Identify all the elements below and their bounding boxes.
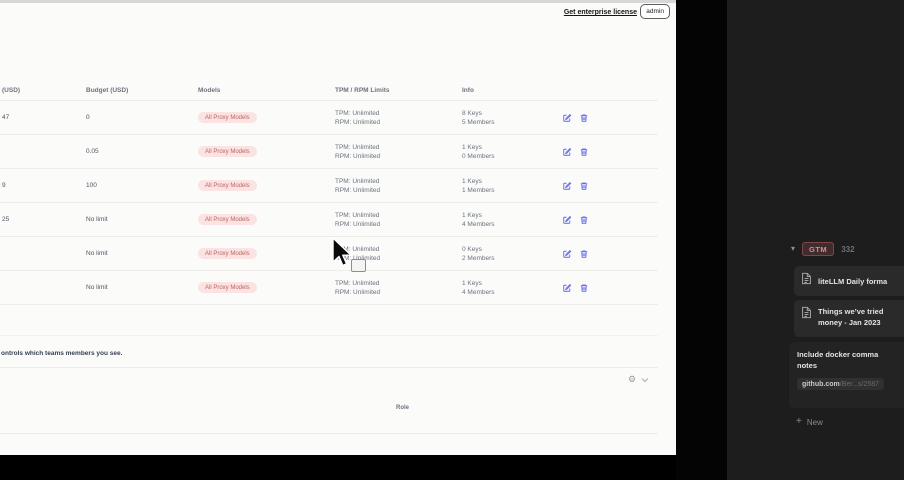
col-models: Models	[198, 86, 221, 94]
actions-cell	[560, 215, 658, 225]
spend-cell: 9	[2, 182, 6, 189]
models-badge: All Proxy Models	[198, 180, 257, 191]
new-label: New	[806, 417, 823, 427]
trash-icon[interactable]	[579, 113, 589, 123]
table-settings-controls: ⚙	[628, 370, 649, 388]
info-cell: 1 Keys 4 Members	[462, 211, 495, 228]
page-icon	[801, 306, 812, 337]
table-header-row: (USD) Budget (USD) Models TPM / RPM Limi…	[0, 80, 658, 100]
note-card[interactable]: Things we’ve tried money - Jan 2023	[794, 300, 904, 337]
edit-icon[interactable]	[562, 215, 572, 225]
admin-app-panel: Get enterprise license admin (USD) Budge…	[0, 0, 676, 455]
note-card[interactable]: Include docker comma notes github.com/Be…	[789, 342, 904, 408]
models-cell: All Proxy Models	[196, 180, 333, 191]
note-card-title: Include docker comma notes	[797, 350, 879, 370]
spend-cell: 25	[2, 216, 10, 223]
actions-cell	[560, 283, 658, 293]
role-column-header: Role	[396, 405, 410, 411]
gtm-tag: GTM	[802, 242, 835, 256]
table-row: 0.05 All Proxy Models TPM: Unlimited RPM:…	[0, 134, 658, 168]
models-cell: All Proxy Models	[196, 112, 333, 123]
models-badge: All Proxy Models	[198, 248, 257, 259]
link-path: /Ber...s/2587	[839, 380, 880, 388]
note-card[interactable]: liteLLM Daily forma	[794, 266, 904, 296]
budget-cell: 0	[86, 114, 90, 121]
trash-icon[interactable]	[579, 249, 589, 259]
col-info: Info	[462, 86, 474, 94]
section-divider	[0, 335, 658, 336]
models-badge: All Proxy Models	[198, 112, 257, 123]
budget-cell: 0.05	[86, 148, 99, 155]
table-row: No limit All Proxy Models TPM: Unlimited…	[0, 236, 658, 270]
github-link-pill: github.com/Ber...s/2587	[797, 378, 885, 390]
budget-cell: No limit	[86, 284, 108, 291]
info-cell: 1 Keys 0 Members	[462, 143, 495, 160]
edit-icon[interactable]	[562, 113, 572, 123]
info-cell: 8 Keys 5 Members	[462, 109, 495, 126]
models-cell: All Proxy Models	[196, 282, 333, 293]
group-count: 332	[841, 244, 855, 254]
limits-cell: TPM: Unlimited RPM: Unlimited	[335, 177, 381, 194]
col-spend: (USD)	[2, 86, 21, 94]
link-host: github.com	[802, 380, 840, 388]
chevron-down-icon[interactable]	[641, 370, 649, 388]
limits-cell: TPM: Unlimited RPM: Unlimited	[335, 245, 381, 262]
models-cell: All Proxy Models	[196, 146, 333, 157]
window-gap	[676, 0, 727, 480]
limits-cell: TPM: Unlimited RPM: Unlimited	[335, 211, 381, 228]
trash-icon[interactable]	[579, 283, 589, 293]
top-divider	[0, 0, 676, 3]
models-badge: All Proxy Models	[198, 282, 257, 293]
edit-icon[interactable]	[562, 147, 572, 157]
note-card-title: Things we’ve tried money - Jan 2023	[818, 307, 884, 327]
notes-side-panel: ▾ GTM 332 liteLLM Daily forma Things we’…	[727, 0, 904, 480]
info-cell: 1 Keys 1 Members	[462, 177, 495, 194]
col-budget: Budget (USD)	[86, 86, 129, 94]
models-badge: All Proxy Models	[198, 146, 257, 157]
models-cell: All Proxy Models	[196, 214, 333, 225]
budget-cell: No limit	[86, 216, 108, 223]
actions-cell	[560, 181, 658, 191]
col-limits: TPM / RPM Limits	[335, 86, 390, 94]
group-header: ▾ GTM 332	[791, 242, 855, 256]
actions-cell	[560, 113, 658, 123]
info-cell: 1 Keys 4 Members	[462, 279, 495, 296]
actions-cell	[560, 249, 658, 259]
limits-cell: TPM: Unlimited RPM: Unlimited	[335, 109, 381, 126]
triangle-down-icon[interactable]: ▾	[791, 244, 796, 253]
page-icon	[801, 272, 812, 290]
enterprise-license-link[interactable]: Get enterprise license	[563, 9, 637, 16]
teams-table: (USD) Budget (USD) Models TPM / RPM Limi…	[0, 80, 658, 305]
table-row: No limit All Proxy Models TPM: Unlimited…	[0, 270, 658, 305]
trash-icon[interactable]	[579, 181, 589, 191]
limits-cell: TPM: Unlimited RPM: Unlimited	[335, 143, 381, 160]
new-note-button[interactable]: + New	[796, 417, 823, 427]
note-card-title: liteLLM Daily forma	[818, 276, 888, 286]
gear-icon[interactable]: ⚙	[628, 373, 637, 384]
edit-icon[interactable]	[562, 181, 572, 191]
section-divider	[0, 367, 658, 368]
edit-icon[interactable]	[562, 283, 572, 293]
models-cell: All Proxy Models	[196, 248, 333, 259]
models-badge: All Proxy Models	[198, 214, 257, 225]
trash-icon[interactable]	[579, 215, 589, 225]
actions-cell	[560, 147, 658, 157]
info-cell: 0 Keys 2 Members	[462, 245, 495, 262]
cursor-drag-badge	[351, 259, 366, 272]
spend-cell: 47	[2, 114, 10, 121]
members-note-text: ontrols which teams members you see.	[1, 350, 123, 357]
mouse-cursor	[330, 237, 356, 274]
edit-icon[interactable]	[562, 249, 572, 259]
table-row: 9 100 All Proxy Models TPM: Unlimited RPM…	[0, 168, 658, 202]
plus-icon: +	[796, 416, 802, 427]
budget-cell: No limit	[86, 250, 108, 257]
section-divider	[0, 433, 658, 434]
admin-user-button[interactable]: admin	[640, 4, 670, 19]
limits-cell: TPM: Unlimited RPM: Unlimited	[335, 279, 381, 296]
trash-icon[interactable]	[579, 147, 589, 157]
table-row: 47 0 All Proxy Models TPM: Unlimited RPM:…	[0, 100, 658, 134]
budget-cell: 100	[86, 182, 97, 189]
table-row: 25 No limit All Proxy Models TPM: Unlimi…	[0, 202, 658, 236]
